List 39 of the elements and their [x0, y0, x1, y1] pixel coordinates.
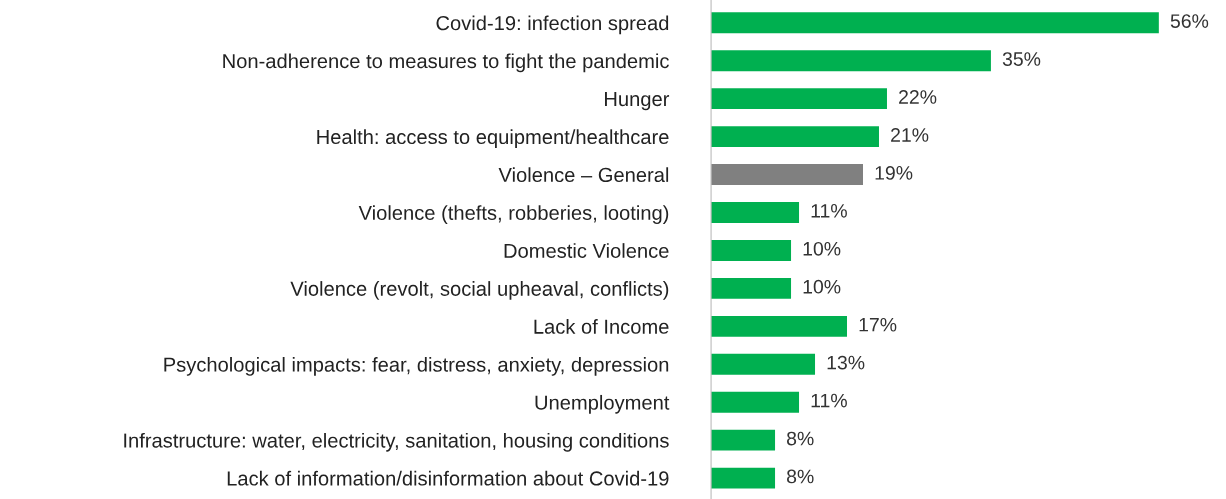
bar — [711, 164, 863, 185]
data-label: 13% — [827, 355, 865, 370]
bar — [711, 50, 991, 72]
y-tick-label: Lack of Income — [534, 319, 669, 334]
bar — [711, 88, 887, 110]
bar — [711, 353, 816, 375]
y-tick-label: Violence – General — [498, 167, 669, 183]
data-label: 22% — [899, 90, 937, 104]
data-label: 10% — [803, 279, 841, 294]
y-tick-label: Lack of information/disinformation about Covid-19 — [227, 470, 669, 486]
data-label: 19% — [875, 166, 913, 180]
y-tick-label: Infrastructure: water, electricity, sanitation, housing conditions — [124, 432, 669, 452]
y-tick-label: Psychological impacts: fear, distress, anxiety, depression — [164, 356, 669, 376]
y-tick-label: Covid-19: infection spread — [436, 15, 669, 35]
data-label: 11% — [811, 393, 847, 408]
y-tick-label: Health: access to equipment/healthcare — [317, 129, 669, 149]
data-label: 10% — [803, 241, 841, 256]
y-tick-label: Unemployment — [535, 394, 670, 414]
data-label: 11% — [811, 204, 847, 218]
bar — [711, 391, 800, 413]
data-label: 35% — [1002, 52, 1041, 66]
data-label: 17% — [859, 317, 897, 332]
y-tick-label: Violence (revolt, social upheaval, conflicts) — [290, 281, 669, 300]
y-tick-label: Domestic Violence — [504, 243, 669, 258]
y-tick-label: Non-adherence to measures to fight the pandemic — [223, 53, 669, 73]
bar — [711, 315, 848, 337]
bar — [711, 12, 1159, 34]
data-label: 8% — [787, 469, 814, 484]
data-label: 8% — [787, 431, 814, 446]
bar — [711, 277, 792, 299]
y-tick-label: Hunger — [605, 92, 670, 111]
bar — [711, 240, 792, 261]
bar — [711, 429, 776, 451]
y-tick-label: Violence (thefts, robberies, looting) — [358, 205, 669, 224]
bar — [711, 467, 776, 489]
bar — [711, 126, 879, 148]
data-label: 56% — [1170, 14, 1209, 28]
data-label: 21% — [891, 128, 929, 142]
bar — [711, 202, 800, 223]
